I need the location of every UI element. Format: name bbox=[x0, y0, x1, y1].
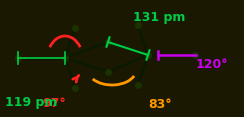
Text: 119 pm: 119 pm bbox=[5, 96, 57, 109]
Text: 97°: 97° bbox=[42, 97, 66, 110]
Text: 131 pm: 131 pm bbox=[133, 11, 185, 24]
Text: 83°: 83° bbox=[148, 98, 172, 111]
Text: 120°: 120° bbox=[196, 58, 229, 71]
